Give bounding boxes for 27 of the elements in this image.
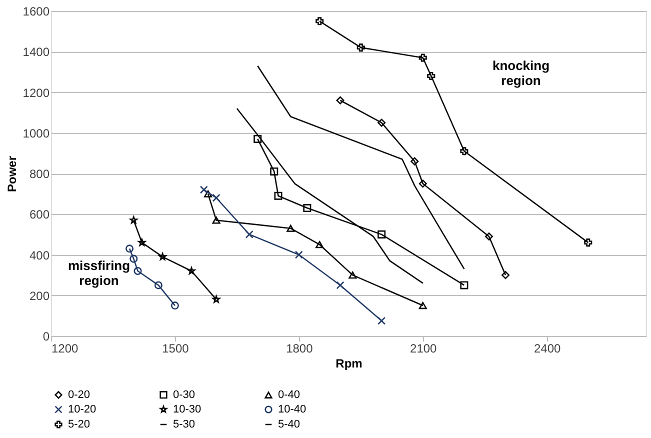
legend-label: 10-30	[173, 404, 202, 416]
x-tick-label: 2100	[410, 342, 438, 356]
x-tick-label: 1200	[52, 342, 79, 356]
annotation: knocking region	[492, 58, 550, 88]
x-tick-label: 2400	[534, 342, 562, 356]
y-tick-label: 400	[29, 248, 50, 262]
y-axis-title: Power	[4, 156, 19, 192]
y-tick-label: 1400	[22, 45, 50, 60]
y-tick-label: 1000	[22, 126, 50, 140]
x-tick-label: 1800	[286, 342, 314, 356]
annotation: missfiring region	[68, 258, 130, 288]
y-tick-label: 1200	[22, 86, 50, 100]
y-tick-label: 600	[29, 208, 50, 222]
x-axis-title: Rpm	[336, 356, 362, 370]
legend-label: 5-30	[173, 418, 196, 430]
x-tick-label: 1500	[162, 342, 190, 356]
legend-label: 5-20	[68, 418, 90, 430]
legend-label: 5-40	[278, 418, 300, 430]
y-tick-label: 1600	[22, 4, 50, 18]
y-tick-label: 200	[29, 288, 50, 303]
legend-label: 10-20	[68, 404, 96, 416]
legend-label: 10-40	[278, 404, 306, 416]
legend-label: 0-30	[173, 388, 196, 401]
legend-label: 0-40	[278, 389, 300, 402]
legend-label: 0-20	[68, 388, 90, 401]
y-tick-label: 800	[29, 167, 50, 181]
y-tick-label: 0	[42, 330, 50, 344]
